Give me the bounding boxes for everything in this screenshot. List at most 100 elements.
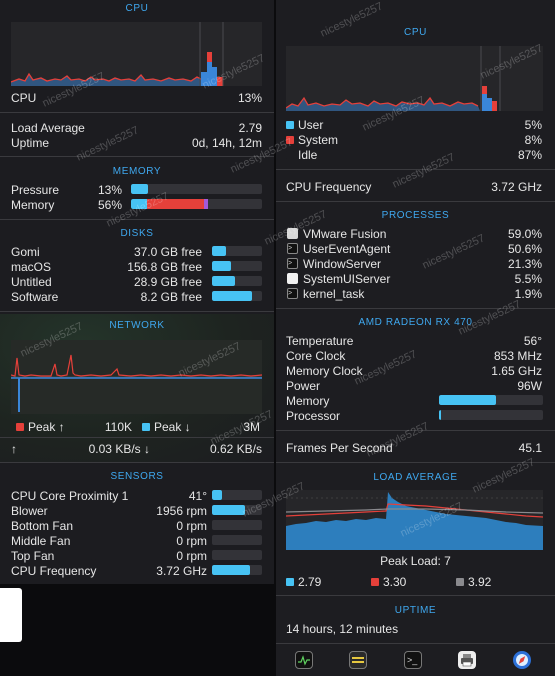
process-cpu: 5.5% <box>514 272 542 286</box>
peak-download-label: Peak ↓ <box>142 420 191 434</box>
divider <box>276 430 555 431</box>
disk-usage-bar <box>212 291 262 301</box>
idle-label-text: Idle <box>298 148 318 162</box>
divider <box>0 462 274 463</box>
network-section-title: NETWORK <box>109 320 165 331</box>
gpu-core-clock-label: Core Clock <box>286 349 346 363</box>
terminal-icon: > <box>287 243 298 254</box>
divider <box>0 311 274 312</box>
load-average-value: 2.79 <box>238 121 262 135</box>
process-name: kernel_task <box>303 287 365 301</box>
process-name: UserEventAgent <box>303 242 391 256</box>
process-cpu: 21.3% <box>507 257 542 271</box>
console-icon[interactable] <box>349 651 367 669</box>
system-label-text: System <box>298 133 339 147</box>
disk-free: 156.8 GB free <box>127 260 202 274</box>
process-cpu: 50.6% <box>507 242 542 256</box>
divider <box>276 169 555 170</box>
gpu-processor-label: Processor <box>286 409 341 423</box>
download-legend-swatch <box>142 423 150 431</box>
user-cpu-value: 5% <box>524 118 542 132</box>
idle-cpu-label: Idle <box>286 148 317 162</box>
peak-upload-label: Peak ↑ <box>16 420 65 434</box>
peak-upload-text: Peak ↑ <box>28 420 65 434</box>
sensors-section-title: SENSORS <box>110 471 164 482</box>
pressure-label: Pressure <box>11 183 60 197</box>
load-1min: 2.79 <box>286 575 321 589</box>
memory-value: 56% <box>97 198 122 212</box>
load-15min-swatch <box>456 578 464 586</box>
load-5min: 3.30 <box>371 575 406 589</box>
sensor-bar <box>212 565 262 575</box>
load-average-graph <box>286 490 543 550</box>
uptime-value: 14 hours, 12 minutes <box>286 622 399 636</box>
sensor-bar <box>212 550 262 560</box>
gpu-power-value: 96W <box>517 379 542 393</box>
vmware-icon <box>287 228 298 239</box>
load-15min-value: 3.92 <box>468 575 492 589</box>
process-cpu: 59.0% <box>507 227 542 241</box>
load-5min-swatch <box>371 578 379 586</box>
disk-name: Gomi <box>11 245 40 259</box>
pressure-bar <box>131 184 262 194</box>
printer-icon[interactable] <box>458 651 476 669</box>
disk-name: Untitled <box>11 275 52 289</box>
gpu-memory-clock-label: Memory Clock <box>286 364 363 378</box>
cpu-history-graph <box>11 22 262 86</box>
gpu-memory-bar <box>439 395 543 405</box>
disks-section-title: DISKS <box>120 228 154 239</box>
terminal-icon[interactable]: >_ <box>404 651 422 669</box>
gpu-temperature-label: Temperature <box>286 334 354 348</box>
disk-free: 37.0 GB free <box>133 245 202 259</box>
cpu-label: CPU <box>11 91 37 105</box>
peak-upload-value: 110K <box>104 420 132 434</box>
activity-monitor-icon[interactable] <box>295 651 313 669</box>
divider <box>276 201 555 202</box>
user-cpu-label: User <box>286 118 323 132</box>
load-average-section-title: LOAD AVERAGE <box>373 472 458 483</box>
uptime-label: Uptime <box>11 136 50 150</box>
terminal-icon: > <box>287 288 298 299</box>
cpu-history-graph <box>286 46 543 111</box>
background-window-edge <box>0 588 22 642</box>
gpu-memory-clock-value: 1.65 GHz <box>491 364 542 378</box>
idle-legend-swatch <box>286 151 294 159</box>
disk-name: macOS <box>11 260 52 274</box>
fps-value: 45.1 <box>518 441 542 455</box>
process-name: SystemUIServer <box>303 272 391 286</box>
uptime-value: 0d, 14h, 12m <box>191 136 262 150</box>
upload-legend-swatch <box>16 423 24 431</box>
cpu-section-title: CPU <box>125 3 149 14</box>
fps-label: Frames Per Second <box>286 441 393 455</box>
pressure-value: 13% <box>97 183 122 197</box>
divider <box>0 219 274 220</box>
safari-icon[interactable] <box>513 651 531 669</box>
terminal-icon: > <box>287 258 298 269</box>
upload-arrow: ↑ <box>11 442 17 456</box>
network-history-graph <box>11 340 262 414</box>
disk-name: Software <box>11 290 59 304</box>
sensor-value: 0 rpm <box>176 519 207 533</box>
sensor-value: 3.72 GHz <box>156 564 207 578</box>
load-1min-value: 2.79 <box>298 575 322 589</box>
gpu-memory-label: Memory <box>286 394 330 408</box>
divider <box>276 462 555 463</box>
divider <box>276 643 555 644</box>
sensor-name: Bottom Fan <box>11 519 74 533</box>
cpu-section-title: CPU <box>404 27 427 38</box>
sensor-name: Blower <box>11 504 48 518</box>
memory-bar <box>131 199 262 209</box>
upload-rate: 0.03 KB/s ↓ <box>88 442 150 456</box>
load-average-label: Load Average <box>11 121 85 135</box>
gpu-core-clock-value: 853 MHz <box>493 349 542 363</box>
disk-free: 28.9 GB free <box>133 275 202 289</box>
divider <box>0 437 274 438</box>
load-1min-swatch <box>286 578 294 586</box>
system-cpu-label: System <box>286 133 338 147</box>
divider <box>276 595 555 596</box>
disk-free: 8.2 GB free <box>140 290 202 304</box>
sensor-name: CPU Core Proximity 1 <box>11 489 129 503</box>
disk-usage-bar <box>212 246 262 256</box>
user-label-text: User <box>298 118 324 132</box>
left-stats-panel: CPU CPU 13% Load Average 2.79 Uptime 0d,… <box>0 0 274 584</box>
